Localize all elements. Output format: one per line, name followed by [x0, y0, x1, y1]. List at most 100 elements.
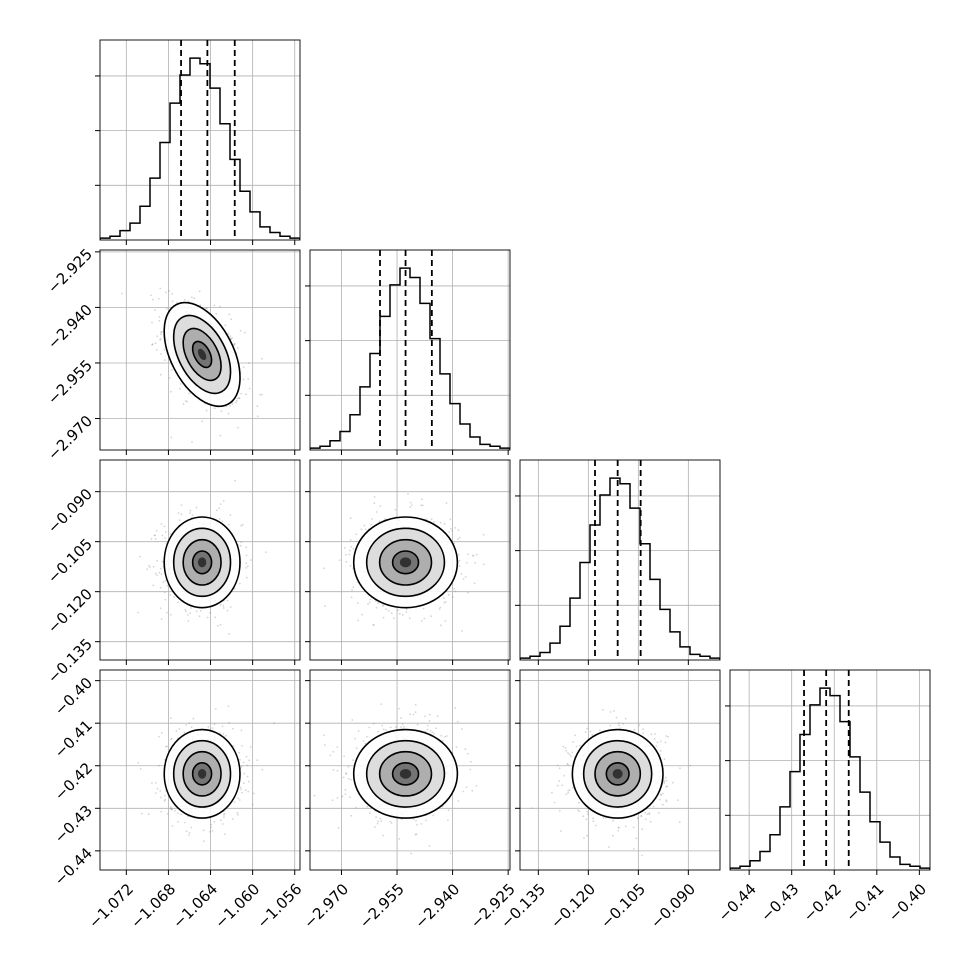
- sample-point: [428, 720, 431, 722]
- contour-line-3: [163, 301, 241, 408]
- sample-point: [227, 412, 230, 415]
- sample-point: [238, 799, 241, 801]
- histogram-step-3: [730, 687, 930, 870]
- histogram-step-2: [520, 477, 720, 660]
- sample-point: [397, 609, 400, 612]
- sample-point: [350, 596, 353, 599]
- sample-point: [394, 726, 397, 728]
- sample-point: [170, 806, 172, 808]
- sample-point: [156, 574, 158, 577]
- sample-point: [177, 821, 179, 823]
- sample-point: [351, 719, 354, 721]
- sample-point: [164, 579, 167, 582]
- contour-line-2: [365, 739, 446, 808]
- sample-point: [433, 732, 435, 735]
- sample-point: [657, 811, 660, 814]
- sample-point: [173, 596, 176, 598]
- sample-point: [382, 834, 385, 837]
- sample-point: [247, 378, 250, 380]
- sample-point: [361, 613, 363, 616]
- sample-point: [412, 818, 415, 820]
- sample-point: [372, 623, 375, 626]
- sample-point: [186, 400, 189, 403]
- sample-point: [471, 554, 474, 557]
- sample-point: [644, 811, 647, 814]
- sample-point: [235, 401, 237, 404]
- sample-point: [450, 528, 452, 530]
- sample-point: [664, 741, 667, 744]
- sample-point: [415, 820, 417, 822]
- sample-point: [430, 615, 432, 618]
- sample-point: [139, 555, 141, 558]
- sample-point: [366, 735, 368, 738]
- sample-point: [342, 776, 345, 779]
- sample-point: [409, 501, 412, 504]
- panel-frame: [729, 669, 931, 871]
- sample-point: [377, 602, 379, 604]
- sample-point: [178, 728, 181, 730]
- sample-point: [530, 807, 533, 809]
- scatter-panel-2-3: [515, 669, 721, 875]
- sample-point: [369, 598, 372, 601]
- contour-line-1: [378, 750, 433, 797]
- sample-point: [165, 291, 167, 294]
- sample-point: [160, 810, 163, 813]
- sample-point: [585, 818, 588, 821]
- sample-point: [454, 590, 457, 593]
- sample-point: [163, 759, 166, 761]
- sample-point: [169, 807, 172, 810]
- sample-point: [451, 530, 454, 532]
- sample-point: [213, 304, 216, 307]
- sample-point: [609, 724, 612, 727]
- sample-point: [222, 823, 224, 825]
- sample-point: [659, 798, 661, 801]
- sample-point: [373, 502, 376, 505]
- sample-point: [154, 572, 157, 575]
- sample-point: [221, 725, 224, 728]
- sample-point: [347, 777, 350, 780]
- sample-point: [350, 546, 353, 548]
- sample-point: [188, 392, 191, 395]
- sample-point: [591, 734, 594, 736]
- contour-line-1: [182, 750, 222, 797]
- sample-point: [350, 814, 353, 817]
- sample-point: [659, 740, 662, 743]
- sample-point: [152, 565, 155, 568]
- sample-point: [464, 576, 467, 578]
- sample-point: [377, 820, 379, 823]
- sample-point: [441, 739, 444, 742]
- sample-point: [350, 778, 352, 781]
- sample-point: [219, 434, 222, 437]
- scatter-panel-0-3: [95, 669, 301, 875]
- sample-point: [165, 745, 167, 748]
- sample-point: [260, 393, 263, 396]
- sample-point: [439, 521, 442, 524]
- sample-point: [648, 813, 651, 815]
- sample-point: [577, 801, 580, 804]
- sample-point: [648, 812, 650, 814]
- sample-point: [223, 813, 226, 815]
- sample-point: [245, 554, 248, 557]
- sample-point: [572, 741, 575, 743]
- sample-point: [375, 816, 377, 819]
- panel-frame: [519, 459, 721, 661]
- sample-point: [160, 618, 163, 620]
- x-tick-label-3-4: −0.40: [885, 880, 930, 925]
- sample-point: [599, 729, 601, 732]
- sample-point: [649, 820, 652, 823]
- sample-point: [245, 546, 248, 549]
- sample-point: [170, 717, 172, 720]
- sample-point: [185, 830, 188, 833]
- sample-point: [163, 591, 166, 594]
- sample-point: [352, 586, 355, 589]
- density-layer: [137, 705, 276, 843]
- sample-point: [587, 813, 589, 815]
- sample-point: [469, 768, 472, 771]
- panel-frame: [99, 249, 301, 451]
- sample-point: [584, 731, 587, 733]
- sample-point: [349, 796, 351, 799]
- sample-point: [242, 378, 245, 381]
- contour-line-3: [352, 728, 459, 819]
- sample-point: [166, 812, 169, 815]
- sample-point: [164, 531, 167, 533]
